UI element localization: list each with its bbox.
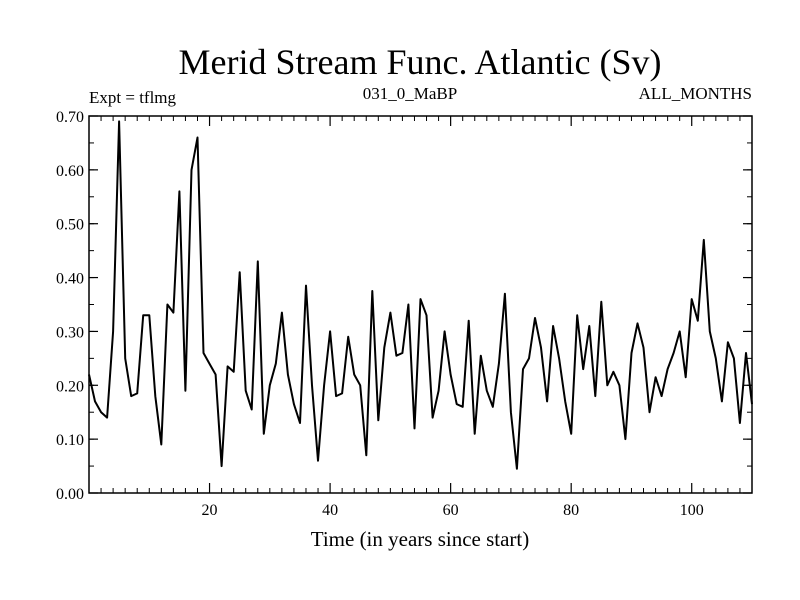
series-line [88,120,753,470]
y-tick-label: 0.60 [56,163,84,180]
x-tick-label: 60 [443,502,459,519]
y-tick-label: 0.50 [56,217,84,234]
y-tick-label: 0.30 [56,324,84,341]
x-tick-label: 100 [680,502,704,519]
y-tick-label: 0.20 [56,378,84,395]
y-tick-label: 0.00 [56,486,84,503]
plot-frame [88,115,753,494]
period-label: 031_0_MaBP [363,84,457,103]
x-tick-label: 80 [563,502,579,519]
y-tick-label: 0.10 [56,432,84,449]
experiment-label: Expt = tflmg [89,88,177,107]
y-tick-label: 0.70 [56,109,84,126]
x-tick-label: 20 [202,502,218,519]
chart-title: Merid Stream Func. Atlantic (Sv) [179,42,662,82]
months-label: ALL_MONTHS [639,84,752,103]
plot-marks: 0.00 0.10 0.20 0.30 0.40 0.50 0.60 0.70 20 40 60 80… [56,109,753,519]
y-tick-label: 0.40 [56,271,84,288]
x-tick-label: 40 [322,502,338,519]
x-axis-label: Time (in years since start) [311,527,530,551]
